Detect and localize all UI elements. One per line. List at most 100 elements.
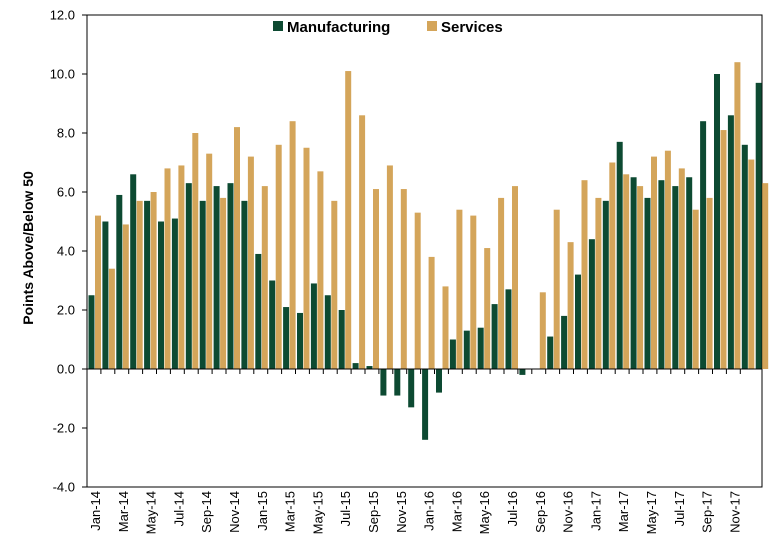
bar-manufacturing <box>491 304 498 369</box>
bar-services <box>331 200 338 369</box>
x-tick-label: Sep-16 <box>533 491 548 533</box>
x-tick-label: Jul-16 <box>505 491 520 526</box>
bar-services <box>303 147 310 369</box>
legend-swatch-manufacturing <box>273 21 283 31</box>
bar-manufacturing <box>158 221 164 369</box>
x-tick-label: Nov-15 <box>394 491 409 533</box>
bar-manufacturing <box>602 200 609 369</box>
bar-services <box>164 168 171 369</box>
x-tick-label: Mar-17 <box>616 491 631 532</box>
bar-manufacturing <box>171 218 178 369</box>
bar-manufacturing <box>283 307 290 369</box>
bar-services <box>692 209 699 369</box>
bar-services <box>762 183 769 369</box>
legend: Manufacturing Services <box>273 19 503 36</box>
bar-manufacturing <box>324 295 331 369</box>
bar-services <box>428 256 435 369</box>
x-tick-label: Jul-15 <box>338 491 353 526</box>
bar-services <box>247 156 254 369</box>
y-tick-label: -4.0 <box>53 480 75 495</box>
x-tick-label: Nov-17 <box>727 491 742 533</box>
bar-services <box>581 180 588 369</box>
y-tick-label: 10.0 <box>50 67 75 82</box>
bar-services <box>359 115 366 369</box>
bar-manufacturing <box>116 194 123 369</box>
bar-services <box>261 186 268 369</box>
y-tick-label: 0.0 <box>57 362 75 377</box>
bar-services <box>108 268 115 369</box>
bar-services <box>678 168 685 369</box>
bar-services <box>734 62 741 369</box>
bar-services <box>150 192 157 369</box>
bar-manufacturing <box>714 74 720 369</box>
x-tick-label: May-15 <box>310 491 325 534</box>
bar-services <box>192 133 199 369</box>
x-axis: Jan-14 Mar-14 May-14 Jul-14 Sep-14 Nov-14 Jan-… <box>86 368 762 534</box>
bar-services <box>373 189 379 369</box>
bar-services <box>136 200 143 369</box>
bar-manufacturing <box>338 310 345 369</box>
x-tick-label: Sep-14 <box>199 491 214 533</box>
x-tick-label: Mar-15 <box>283 491 298 532</box>
bar-manufacturing <box>394 369 401 396</box>
bar-services <box>664 150 671 369</box>
bar-services <box>651 156 657 369</box>
x-tick-label: Mar-14 <box>116 491 131 532</box>
bar-services <box>289 121 296 369</box>
bar-manufacturing <box>255 253 262 369</box>
bar-services <box>442 286 449 369</box>
x-tick-label: Jul-14 <box>171 491 186 526</box>
bar-manufacturing <box>505 289 512 369</box>
x-tick-label: Jan-17 <box>588 491 603 531</box>
bar-services <box>512 186 518 369</box>
bar-manufacturing <box>686 177 693 369</box>
x-tick-label: May-17 <box>644 491 659 534</box>
bar-manufacturing <box>227 183 234 369</box>
bar-manufacturing <box>199 200 206 369</box>
bar-services <box>539 292 546 369</box>
services-bars <box>95 62 769 370</box>
manufacturing-bars <box>88 74 762 440</box>
bar-manufacturing <box>88 295 95 369</box>
bar-manufacturing <box>741 144 748 369</box>
bar-manufacturing <box>477 327 484 369</box>
legend-label-services: Services <box>441 19 503 36</box>
bar-services <box>386 165 393 369</box>
x-tick-label: Nov-14 <box>227 491 242 533</box>
y-tick-label: 2.0 <box>57 303 75 318</box>
bar-manufacturing <box>144 200 151 369</box>
bar-manufacturing <box>547 336 554 369</box>
bar-manufacturing <box>630 177 637 369</box>
bar-services <box>456 209 463 369</box>
bar-manufacturing <box>297 312 303 369</box>
bar-manufacturing <box>463 330 470 369</box>
bar-manufacturing <box>102 221 109 369</box>
y-axis: 12.0 10.0 8.0 6.0 4.0 2.0 0.0 -2.0 -4.0 <box>50 8 87 495</box>
bar-manufacturing <box>185 183 192 369</box>
bar-manufacturing <box>436 369 442 393</box>
bar-manufacturing <box>575 274 581 369</box>
bar-services <box>484 248 491 369</box>
bar-services <box>609 162 616 369</box>
bar-services <box>414 212 421 369</box>
x-tick-label: Sep-17 <box>700 491 715 533</box>
bar-manufacturing <box>588 239 595 369</box>
x-tick-label: May-14 <box>144 491 159 534</box>
x-tick-label: Jan-15 <box>255 491 270 531</box>
bar-services <box>498 197 505 369</box>
legend-label-manufacturing: Manufacturing <box>287 19 390 36</box>
bar-manufacturing <box>658 180 665 369</box>
bar-manufacturing <box>449 339 456 369</box>
bar-manufacturing <box>241 200 248 369</box>
y-axis-label: Points Above/Below 50 <box>20 171 36 325</box>
bar-manufacturing <box>310 283 317 369</box>
bar-services <box>345 71 352 370</box>
bar-manufacturing <box>422 369 429 440</box>
y-tick-label: -2.0 <box>53 421 75 436</box>
bar-services <box>206 153 213 369</box>
x-tick-label: Jul-17 <box>672 491 687 526</box>
bar-services <box>220 197 227 369</box>
bar-manufacturing <box>130 174 137 369</box>
bar-services <box>720 130 727 369</box>
